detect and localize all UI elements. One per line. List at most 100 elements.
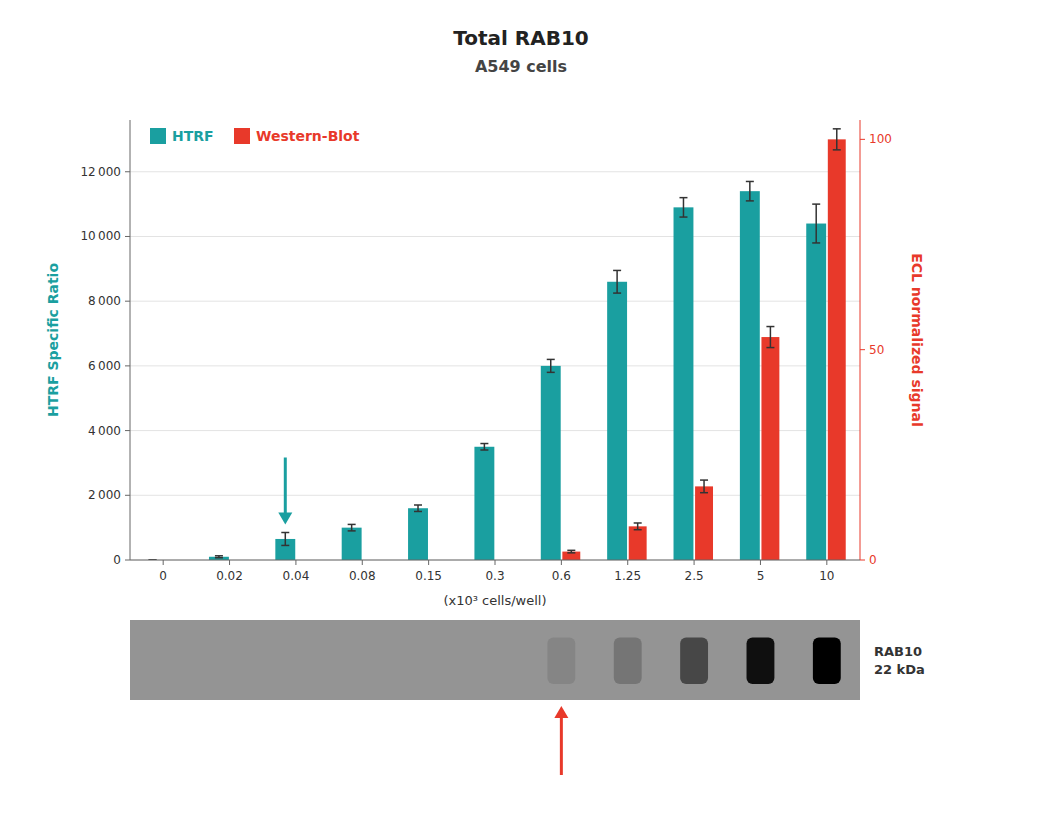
error-cap	[480, 449, 488, 451]
x-tick-label: 2.5	[685, 569, 704, 583]
y2-axis-label: ECL normalized signal	[909, 253, 925, 427]
blot-band	[547, 638, 575, 684]
y-tick	[125, 560, 130, 561]
grid-line	[130, 171, 860, 172]
x-axis-line	[130, 560, 860, 561]
error-bar	[613, 270, 621, 293]
x-tick	[362, 560, 363, 565]
x-tick	[229, 560, 230, 565]
x-tick	[163, 560, 164, 565]
error-cap	[833, 149, 841, 151]
error-cap	[547, 359, 555, 361]
blot-band	[747, 638, 775, 684]
arrow-shaft	[284, 458, 287, 515]
error-bar	[215, 556, 223, 558]
error-cap	[766, 347, 774, 349]
arrow	[554, 706, 568, 775]
y2-tick	[860, 560, 865, 561]
x-tick	[495, 560, 496, 565]
error-stem	[749, 181, 751, 200]
y2-tick	[860, 139, 865, 140]
error-cap	[414, 511, 422, 513]
error-bar	[833, 129, 841, 150]
blot-band	[680, 638, 708, 684]
y-tick	[125, 301, 130, 302]
error-bar	[414, 505, 422, 511]
error-bar	[480, 444, 488, 450]
error-bar	[700, 480, 708, 493]
y-tick-label: 0	[113, 553, 121, 567]
legend-item: Western-Blot	[234, 128, 360, 144]
error-cap	[634, 522, 642, 524]
legend-swatch	[150, 128, 166, 144]
subtitle: A549 cells	[475, 57, 567, 76]
error-cap	[679, 216, 687, 218]
y-tick-label: 4 000	[88, 424, 121, 438]
y-tick-label: 10 000	[80, 229, 121, 243]
error-stem	[815, 204, 817, 243]
error-cap	[746, 181, 754, 183]
x-tick-label: 0.04	[283, 569, 310, 583]
x-tick-label: 0	[159, 569, 167, 583]
bar	[342, 528, 362, 560]
error-cap	[480, 443, 488, 445]
error-bar	[679, 198, 687, 217]
bar	[629, 526, 647, 560]
y-tick-label: 6 000	[88, 359, 121, 373]
error-cap	[215, 555, 223, 557]
error-cap	[746, 200, 754, 202]
x-tick-label: 0.02	[216, 569, 243, 583]
blot-label: RAB10	[874, 644, 922, 659]
x-tick	[760, 560, 761, 565]
error-stem	[351, 524, 353, 530]
x-tick-label: 0.08	[349, 569, 376, 583]
error-cap	[700, 492, 708, 494]
bar	[740, 191, 760, 560]
plot-area	[149, 129, 846, 560]
y-axis-label: HTRF Specific Ratio	[45, 263, 61, 417]
legend-label: HTRF	[172, 128, 214, 144]
error-cap	[812, 242, 820, 244]
x-tick	[694, 560, 695, 565]
error-stem	[703, 480, 705, 493]
error-cap	[281, 532, 289, 534]
y-tick	[125, 171, 130, 172]
error-cap	[567, 552, 575, 554]
error-stem	[550, 359, 552, 372]
error-stem	[683, 198, 685, 217]
y-axis-line	[130, 120, 131, 560]
bar	[674, 207, 694, 560]
y-tick	[125, 495, 130, 496]
grid-line	[130, 560, 860, 561]
error-cap	[414, 504, 422, 506]
x-tick-label: 5	[757, 569, 765, 583]
error-cap	[215, 557, 223, 559]
error-bar	[281, 533, 289, 546]
bar	[607, 282, 627, 560]
error-stem	[770, 327, 772, 348]
blot-strip	[130, 620, 860, 700]
error-cap	[766, 326, 774, 328]
error-bar	[567, 550, 575, 553]
error-bar	[766, 327, 774, 348]
x-tick-label: 1.25	[614, 569, 641, 583]
x-tick	[826, 560, 827, 565]
bar	[474, 447, 494, 560]
error-bar	[634, 523, 642, 530]
arrow-head	[554, 706, 568, 718]
x-tick-label: 0.3	[485, 569, 504, 583]
bar	[562, 552, 580, 560]
arrow-head	[278, 513, 292, 525]
error-cap	[613, 292, 621, 294]
error-cap	[613, 270, 621, 272]
error-stem	[616, 270, 618, 293]
error-stem	[484, 444, 486, 450]
x-axis-label: (x10³ cells/well)	[443, 593, 546, 608]
error-cap	[547, 372, 555, 374]
x-tick-label: 0.15	[415, 569, 442, 583]
error-stem	[417, 505, 419, 511]
x-tick	[561, 560, 562, 565]
blot-band	[813, 638, 841, 684]
arrow-shaft	[560, 716, 563, 775]
legend-swatch	[234, 128, 250, 144]
